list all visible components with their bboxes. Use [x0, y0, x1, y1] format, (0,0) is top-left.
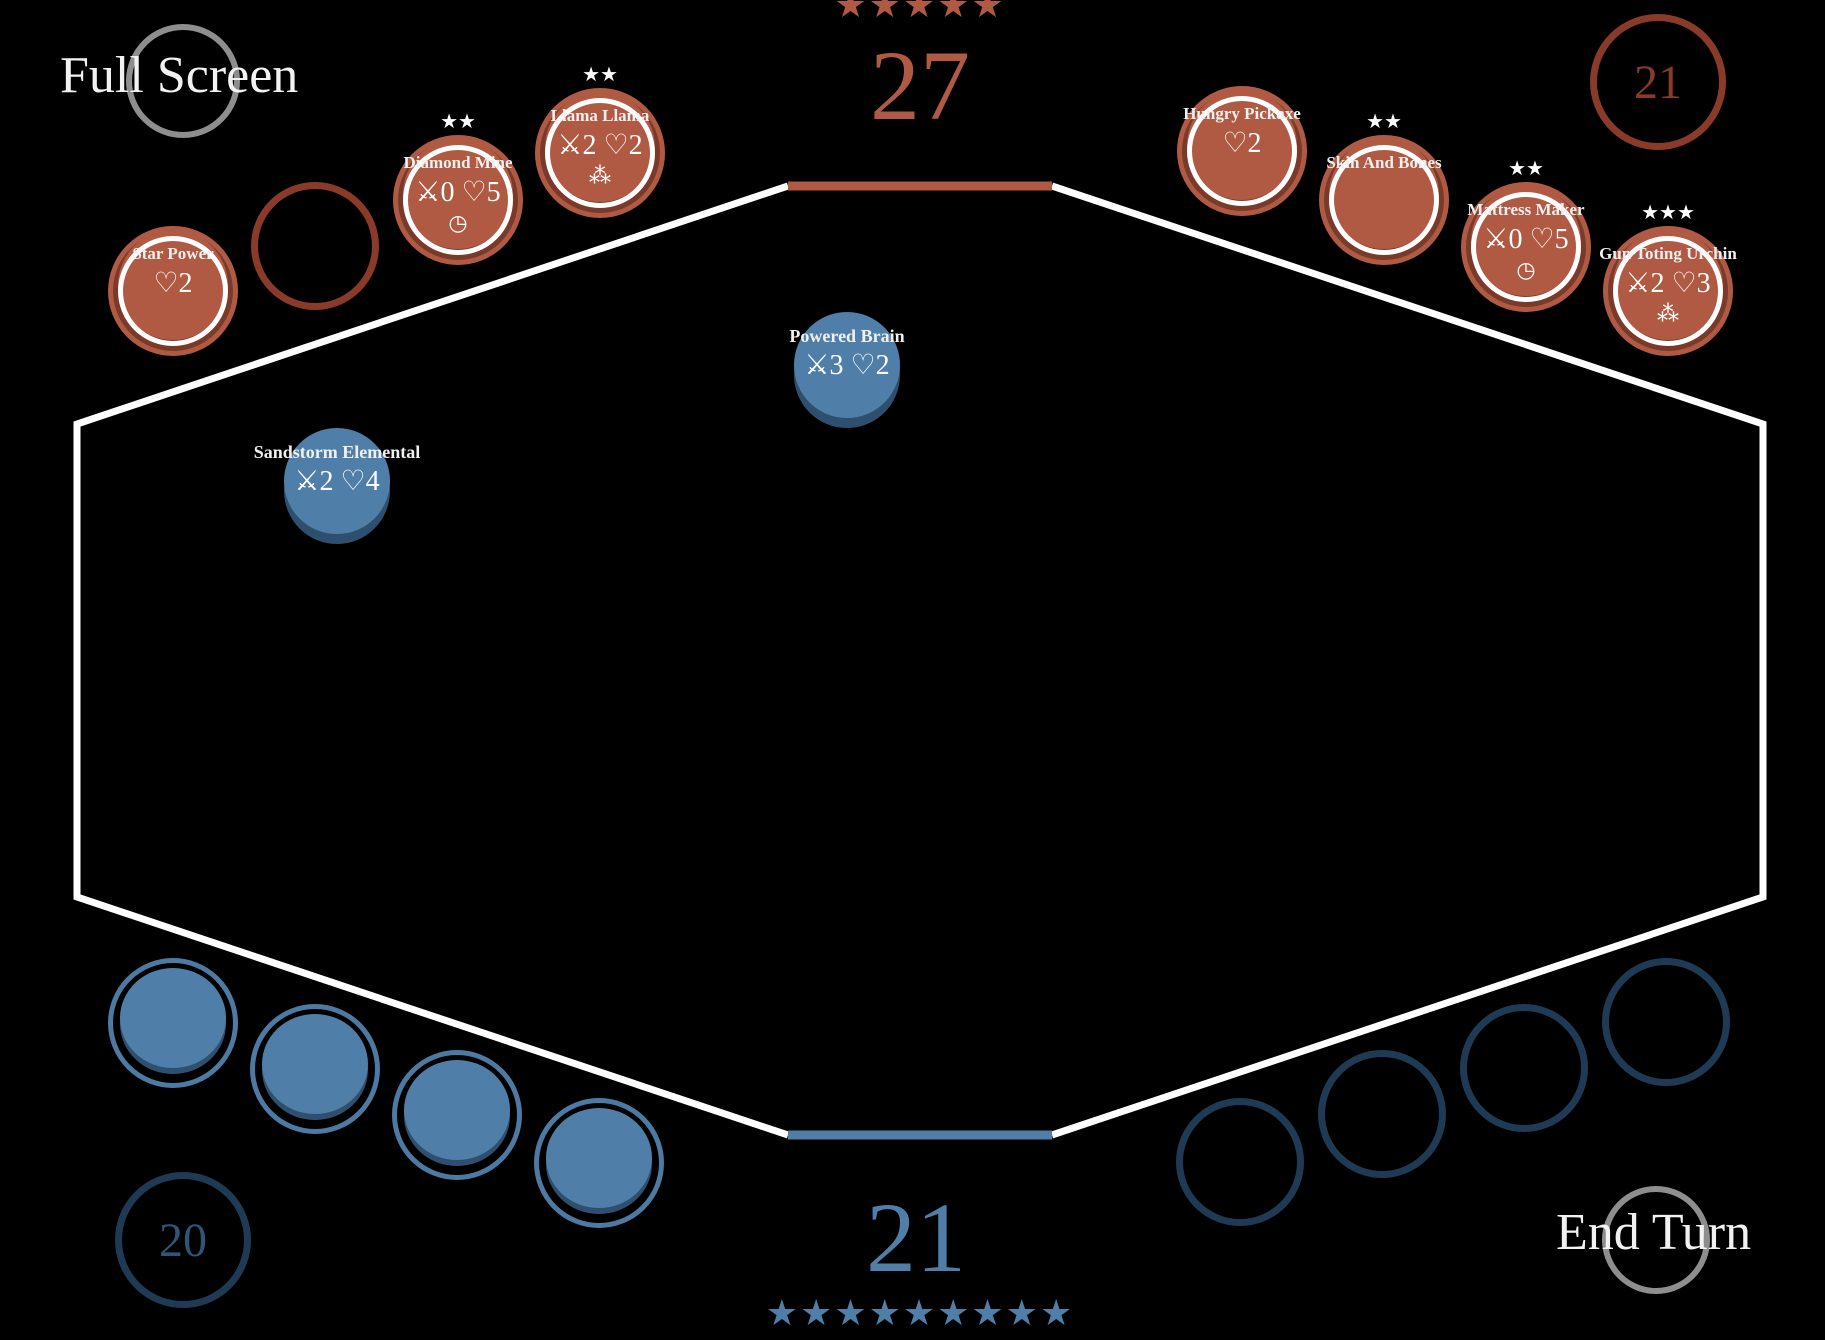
minion-name: Llama Llama — [550, 106, 650, 125]
minion-stats: ⚔2 ♡4 — [294, 466, 380, 497]
minion-name: Gun Toting Urchin — [1599, 244, 1737, 263]
minion-name: Star Power — [132, 244, 214, 263]
minion-stats: ⚔0 ♡5 — [415, 177, 501, 208]
minion-name: Sandstorm Elemental — [253, 442, 421, 462]
hand-empty-slot — [1176, 1098, 1304, 1226]
enemy-minion[interactable]: ★★★ Gun Toting Urchin ⚔2 ♡3 ⁂ — [1599, 202, 1737, 356]
hand-card[interactable] — [392, 1050, 522, 1180]
minion-stars: ★★★ — [1641, 202, 1695, 224]
minion-ability-icon: ◷ — [448, 210, 468, 235]
enemy-minion[interactable]: ★★ Llama Llama ⚔2 ♡2 ⁂ — [535, 64, 665, 218]
minion-ability-icon: ⁂ — [1657, 301, 1679, 326]
enemy-stars: ★★★★★ — [834, 0, 1006, 25]
full-screen-button[interactable]: Full Screen — [60, 47, 299, 104]
enemy-deck-counter: 21 — [1590, 14, 1726, 150]
hand-empty-slot — [1602, 958, 1730, 1086]
enemy-minion[interactable]: ★★ Diamond Mine ⚔0 ♡5 ◷ — [393, 111, 523, 265]
enemy-minion[interactable]: ★★ Mattress Maker ⚔0 ♡5 ◷ — [1461, 158, 1591, 312]
card-face — [546, 1108, 652, 1208]
full-screen-ring[interactable] — [126, 24, 240, 138]
card-face — [262, 1014, 368, 1114]
minion-ready-ring — [118, 236, 228, 346]
minion-name: Skin And Bones — [1326, 153, 1442, 172]
card-rim — [392, 1050, 522, 1180]
minion-stats: ♡2 — [153, 268, 193, 299]
card-rim — [534, 1098, 664, 1228]
minion-body — [794, 312, 900, 418]
minion-stats: ⚔3 ♡2 — [804, 350, 890, 381]
arena-left-edge — [73, 182, 790, 1139]
minion-stats: ⚔2 ♡2 — [557, 130, 643, 161]
hand-empty-slot — [1460, 1004, 1588, 1132]
minion-body — [284, 428, 390, 534]
hand-card[interactable] — [250, 1004, 380, 1134]
enemy-score: 27 — [870, 30, 970, 141]
enemy-minion[interactable]: ★★ Skin And Bones — [1319, 111, 1449, 265]
minion-ready-ring — [1187, 96, 1297, 206]
player-score: 21 — [866, 1182, 966, 1293]
hand-empty-slot — [1318, 1050, 1446, 1178]
minion-stars: ★★ — [1366, 111, 1402, 133]
card-rim — [108, 958, 238, 1088]
minion-ready-ring — [545, 98, 655, 208]
minion-name: Diamond Mine — [403, 153, 513, 172]
arena-right-edge — [1050, 182, 1767, 1139]
player-stars: ★★★★★★★★★ — [765, 1293, 1075, 1333]
minion-ready-ring — [1329, 145, 1439, 255]
board-minion[interactable]: Sandstorm Elemental ⚔2 ♡4 — [254, 428, 420, 544]
enemy-minion[interactable]: Hungry Pickaxe ♡2 — [1177, 86, 1307, 216]
hand-card[interactable] — [534, 1098, 664, 1228]
enemy-deck-count: 21 — [1634, 55, 1682, 109]
board-minion[interactable]: Powered Brain ⚔3 ♡2 — [789, 312, 905, 428]
minion-ready-ring — [1613, 236, 1723, 346]
end-turn-button[interactable]: End Turn — [1556, 1204, 1752, 1261]
card-face — [120, 968, 226, 1068]
minion-stats: ⚔2 ♡3 — [1625, 268, 1711, 299]
card-rim — [250, 1004, 380, 1134]
player-deck-count: 20 — [159, 1213, 207, 1267]
minion-ability-icon: ◷ — [1516, 257, 1536, 282]
minion-stats: ⚔0 ♡5 — [1483, 224, 1569, 255]
minion-name: Mattress Maker — [1467, 200, 1585, 219]
hand-card[interactable] — [108, 958, 238, 1088]
end-turn-ring[interactable] — [1602, 1186, 1710, 1294]
minion-stars: ★★ — [1508, 158, 1544, 180]
minion-stars: ★★ — [440, 111, 476, 133]
minion-ready-ring — [1471, 192, 1581, 302]
minion-stats: ♡2 — [1222, 128, 1262, 159]
minion-name: Powered Brain — [789, 326, 905, 346]
minion-ability-icon: ⁂ — [589, 163, 611, 188]
card-face — [404, 1060, 510, 1160]
minion-stars: ★★ — [582, 64, 618, 86]
enemy-minion[interactable]: Star Power ♡2 — [108, 226, 238, 356]
player-deck-counter: 20 — [115, 1172, 251, 1308]
minion-name: Hungry Pickaxe — [1183, 104, 1301, 123]
enemy-empty-slot — [251, 182, 379, 310]
minion-ready-ring — [403, 145, 513, 255]
